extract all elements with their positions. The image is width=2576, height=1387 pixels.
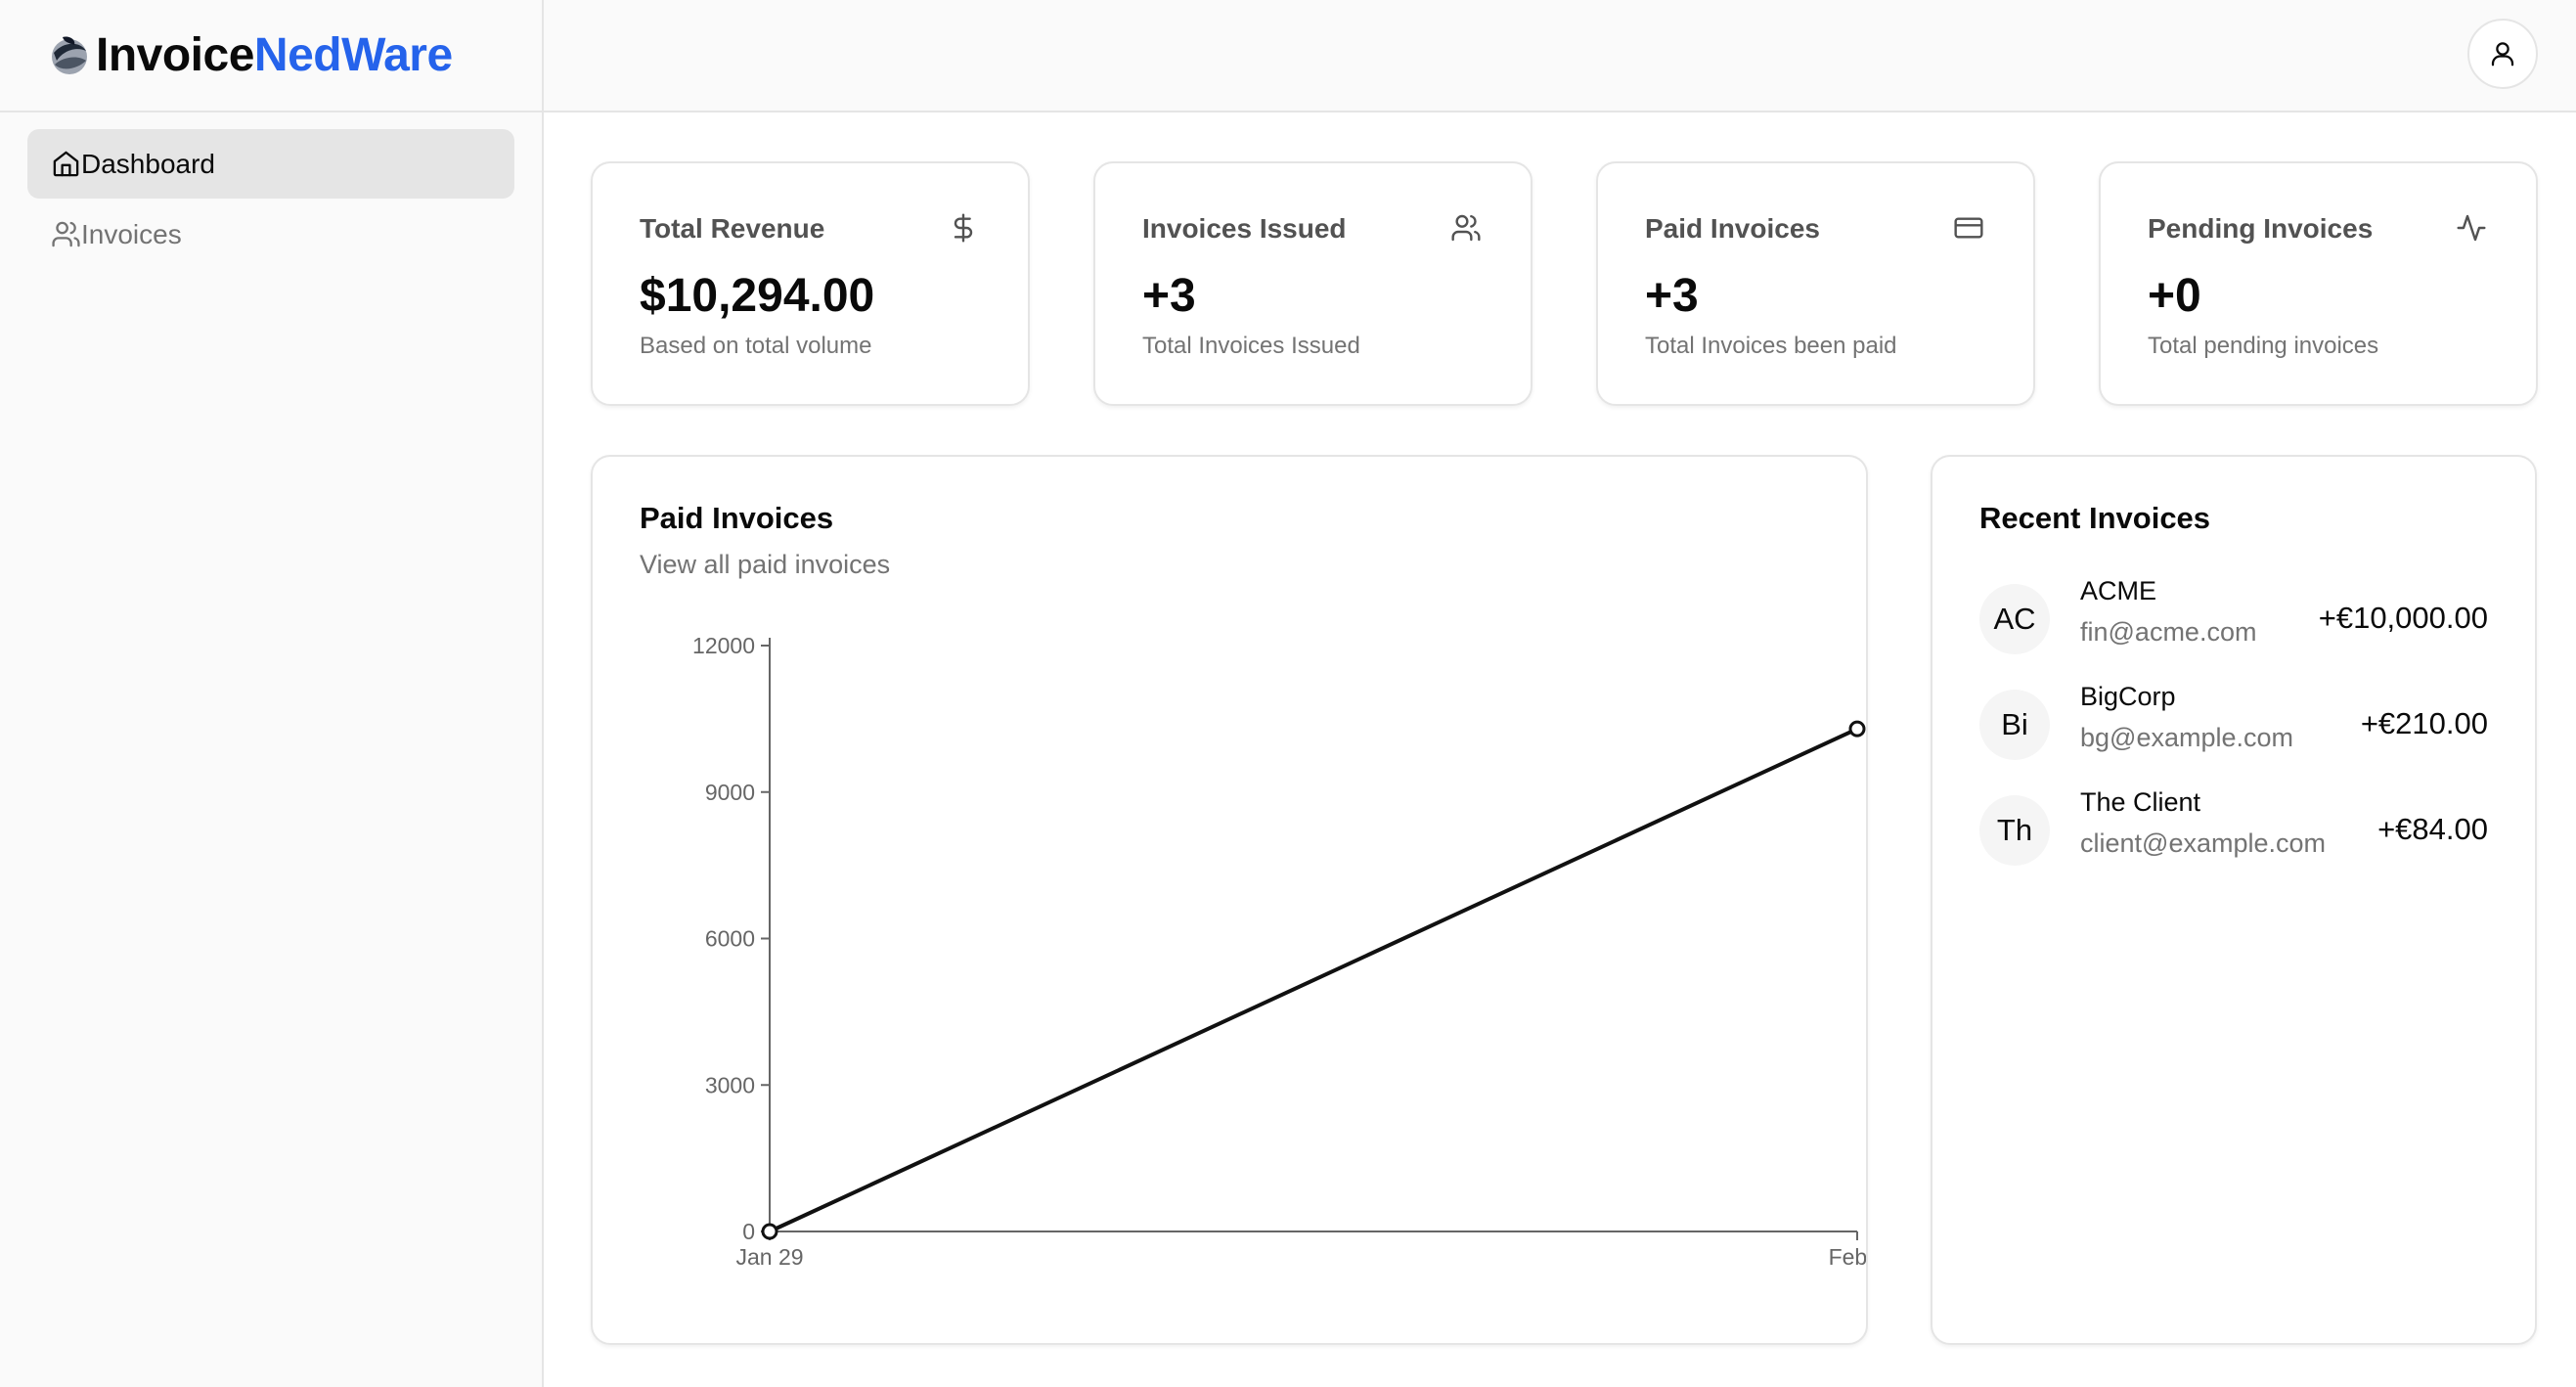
client-name: BigCorp [2080, 682, 2176, 711]
sidebar-item-invoices[interactable]: Invoices [27, 200, 514, 269]
data-point [1848, 720, 1866, 738]
users-icon [1451, 214, 1481, 242]
stat-value: +0 [2148, 270, 2201, 322]
sidebar: InvoiceNedWare Dashboard Invoices [0, 0, 544, 1387]
brand[interactable]: InvoiceNedWare [0, 0, 542, 112]
paid-invoices-panel: Paid Invoices View all paid invoices 0 30… [591, 455, 1868, 1345]
data-point [761, 1223, 778, 1240]
stat-card-pending-invoices: Pending Invoices +0 Total pending invoic… [2099, 161, 2538, 406]
client-email: fin@acme.com [2080, 617, 2257, 647]
activity-icon [2457, 214, 2486, 242]
panel-subtitle: View all paid invoices [640, 550, 891, 579]
top-header [544, 0, 2576, 112]
stat-subtitle: Based on total volume [640, 333, 872, 359]
panel-title: Recent Invoices [1979, 501, 2211, 535]
stat-value: +3 [1645, 270, 1699, 322]
stat-title: Total Revenue [640, 213, 825, 244]
y-tick-label: 6000 [705, 926, 755, 952]
panel-title: Paid Invoices [640, 501, 834, 535]
y-tick-label: 9000 [705, 780, 755, 805]
avatar: Th [1979, 795, 2050, 866]
recent-invoice-row[interactable]: Th The Client client@example.com +€84.00 [1979, 787, 2488, 870]
y-tick-label: 3000 [705, 1072, 755, 1097]
dollar-icon [954, 213, 973, 243]
stat-title: Paid Invoices [1645, 213, 1820, 244]
avatar: Bi [1979, 690, 2050, 760]
dashboard-main: Total Revenue $10,294.00 Based on total … [544, 112, 2576, 1387]
client-email: client@example.com [2080, 828, 2327, 858]
stat-value: $10,294.00 [640, 270, 875, 322]
client-name: The Client [2080, 787, 2201, 817]
sidebar-item-label: Invoices [81, 218, 182, 249]
stat-card-invoices-issued: Invoices Issued +3 Total Invoices Issued [1093, 161, 1532, 406]
sidebar-item-label: Dashboard [81, 148, 215, 179]
stat-subtitle: Total Invoices been paid [1645, 333, 1897, 359]
series-line [769, 727, 1858, 1233]
stat-subtitle: Total Invoices Issued [1142, 333, 1360, 359]
paid-invoices-line-chart: 0 3000 6000 9000 12000 Jan 29 Feb 1 [692, 633, 1866, 1270]
user-menu-button[interactable] [2467, 19, 2538, 89]
sidebar-nav: Dashboard Invoices [0, 112, 542, 287]
client-name: ACME [2080, 576, 2157, 605]
invoice-amount: +€210.00 [2360, 706, 2488, 740]
stat-card-total-revenue: Total Revenue $10,294.00 Based on total … [591, 161, 1030, 406]
stat-subtitle: Total pending invoices [2148, 333, 2379, 359]
y-tick-label: 12000 [692, 633, 755, 658]
avatar: AC [1979, 584, 2050, 654]
sidebar-item-dashboard[interactable]: Dashboard [27, 129, 514, 199]
user-icon [2491, 42, 2514, 67]
stat-value: +3 [1142, 270, 1196, 322]
invoice-amount: +€10,000.00 [2318, 601, 2488, 635]
users-icon [52, 221, 80, 247]
x-tick-label: Feb 1 [1829, 1244, 1866, 1270]
brand-name: InvoiceNedWare [96, 29, 453, 81]
y-tick-label: 0 [742, 1219, 755, 1244]
recent-invoices-panel: Recent Invoices AC ACME fin@acme.com +€1… [1931, 455, 2537, 1345]
invoice-amount: +€84.00 [2377, 812, 2488, 846]
home-icon [53, 151, 79, 177]
client-email: bg@example.com [2080, 723, 2294, 752]
globe-logo-icon [52, 35, 87, 74]
stat-title: Invoices Issued [1142, 213, 1347, 244]
stat-card-paid-invoices: Paid Invoices +3 Total Invoices been pai… [1596, 161, 2035, 406]
recent-invoice-row[interactable]: Bi BigCorp bg@example.com +€210.00 [1979, 682, 2488, 764]
recent-invoice-row[interactable]: AC ACME fin@acme.com +€10,000.00 [1979, 576, 2488, 658]
stat-title: Pending Invoices [2148, 213, 2374, 244]
credit-card-icon [1954, 217, 1983, 239]
x-tick-label: Jan 29 [735, 1244, 803, 1270]
